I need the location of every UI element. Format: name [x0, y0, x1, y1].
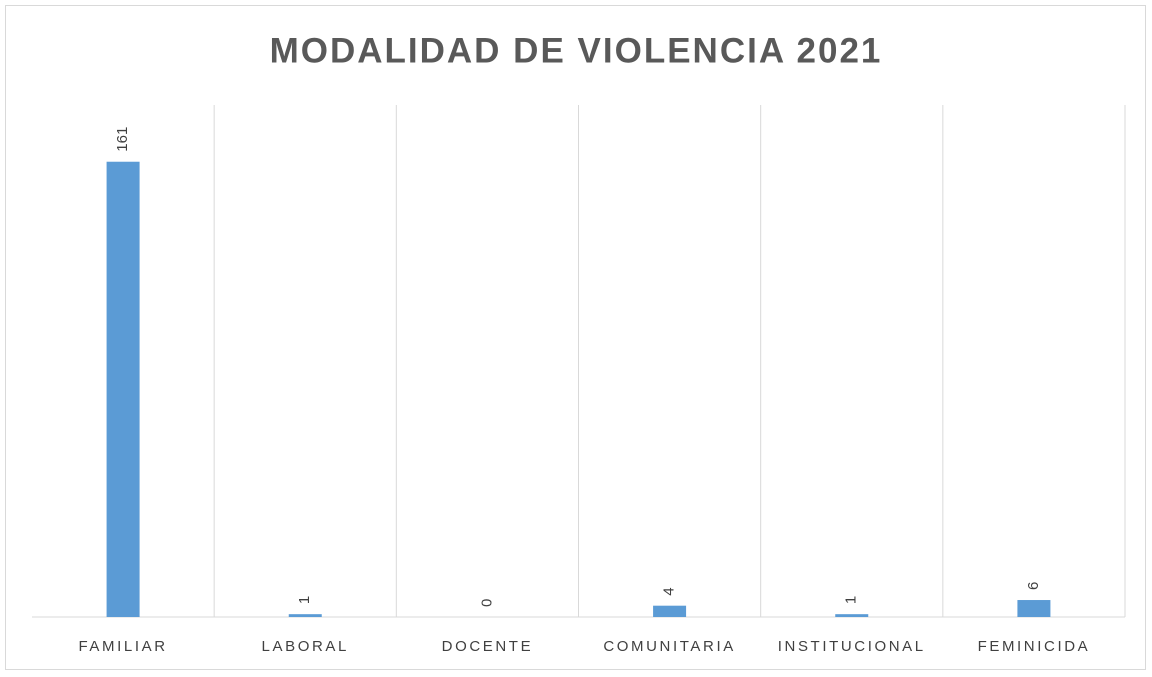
- x-tick-label: INSTITUCIONAL: [778, 638, 926, 655]
- data-label: 6: [1025, 582, 1042, 590]
- data-label: 4: [661, 587, 678, 595]
- x-tick-label: FAMILIAR: [79, 638, 168, 655]
- data-label: 161: [114, 127, 131, 152]
- data-label: 1: [296, 596, 313, 604]
- bar: [653, 605, 687, 617]
- x-tick-label: COMUNITARIA: [603, 638, 736, 655]
- chart-border: [5, 5, 1146, 670]
- data-label: 0: [478, 599, 495, 607]
- data-label: 1: [843, 596, 860, 604]
- chart-title: MODALIDAD DE VIOLENCIA 2021: [270, 31, 883, 70]
- x-tick-label: LABORAL: [262, 638, 349, 655]
- bar: [106, 161, 140, 617]
- bar: [835, 614, 869, 617]
- bar: [1017, 600, 1051, 617]
- x-tick-label: DOCENTE: [442, 638, 534, 655]
- bar: [288, 614, 322, 617]
- x-tick-label: FEMINICIDA: [978, 638, 1091, 655]
